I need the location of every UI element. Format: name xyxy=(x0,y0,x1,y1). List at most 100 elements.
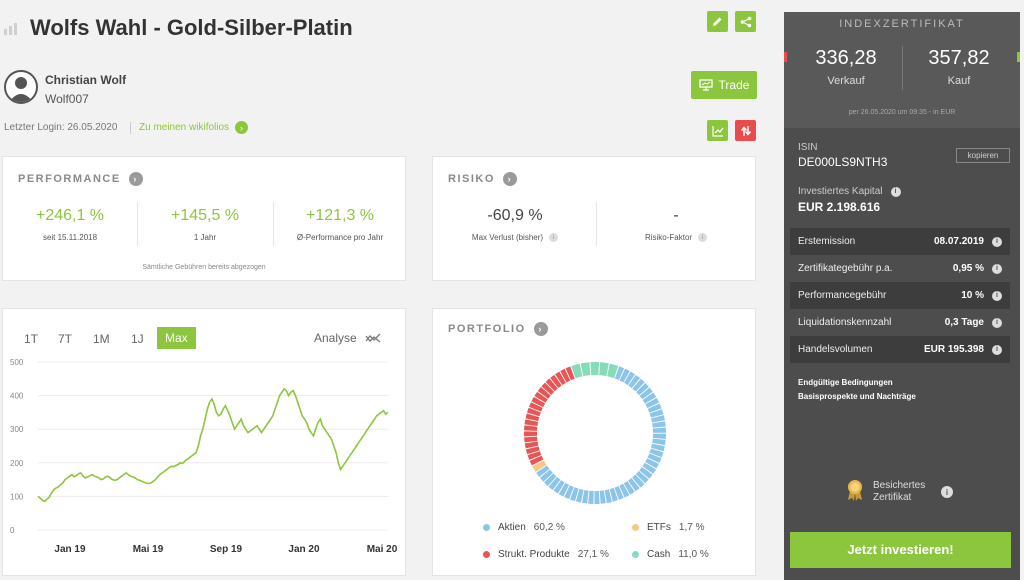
donut-segment[interactable] xyxy=(652,421,666,428)
chevron-right-icon[interactable]: › xyxy=(502,172,517,186)
edit-button[interactable] xyxy=(707,11,728,32)
donut-segment[interactable] xyxy=(628,374,641,389)
donut-segment[interactable] xyxy=(652,433,666,439)
donut-segment[interactable] xyxy=(529,455,544,466)
donut-segment[interactable] xyxy=(632,474,645,488)
donut-segment[interactable] xyxy=(541,382,555,395)
donut-segment[interactable] xyxy=(651,443,665,452)
donut-segment[interactable] xyxy=(614,486,624,500)
terms-link[interactable]: Endgültige Bedingungen xyxy=(798,378,893,387)
chevron-right-icon[interactable]: › xyxy=(533,322,548,336)
donut-segment[interactable] xyxy=(528,402,543,412)
donut-segment[interactable] xyxy=(619,368,630,383)
donut-segment[interactable] xyxy=(647,453,662,463)
wikifolios-link[interactable]: Zu meinen wikifolios › xyxy=(139,121,249,134)
donut-segment[interactable] xyxy=(527,451,542,460)
donut-segment[interactable] xyxy=(564,485,574,500)
info-icon[interactable]: i xyxy=(992,290,1002,301)
info-icon[interactable]: i xyxy=(992,344,1002,355)
donut-segment[interactable] xyxy=(607,363,619,379)
donut-segment[interactable] xyxy=(652,427,666,433)
donut-segment[interactable] xyxy=(652,438,666,446)
info-icon[interactable]: i xyxy=(992,317,1002,328)
copy-button[interactable]: kopieren xyxy=(956,148,1010,163)
donut-segment[interactable] xyxy=(524,419,539,426)
info-icon[interactable]: i xyxy=(992,263,1002,274)
prospectus-link[interactable]: Basisprospekte und Nachträge xyxy=(798,392,916,401)
avatar[interactable] xyxy=(4,70,38,104)
donut-segment[interactable] xyxy=(590,362,600,376)
donut-segment[interactable] xyxy=(531,396,546,408)
donut-segment[interactable] xyxy=(565,366,575,381)
donut-segment[interactable] xyxy=(642,462,656,474)
tab-1j[interactable]: 1J xyxy=(131,332,144,346)
donut-segment[interactable] xyxy=(645,458,659,469)
donut-segment[interactable] xyxy=(532,460,547,472)
donut-segment[interactable] xyxy=(594,490,600,504)
donut-segment[interactable] xyxy=(524,425,538,431)
donut-segment[interactable] xyxy=(647,403,662,413)
donut-segment[interactable] xyxy=(639,466,653,479)
portfolio-donut[interactable] xyxy=(522,360,668,506)
info-icon[interactable]: i xyxy=(549,233,559,243)
donut-segment[interactable] xyxy=(534,391,548,403)
trader-name[interactable]: Christian Wolf xyxy=(45,73,127,87)
donut-segment[interactable] xyxy=(525,446,540,455)
donut-segment[interactable] xyxy=(524,441,539,449)
donut-segment[interactable] xyxy=(575,488,584,503)
share-button[interactable] xyxy=(735,11,756,32)
donut-segment[interactable] xyxy=(619,483,630,498)
donut-segment[interactable] xyxy=(553,480,565,494)
donut-segment[interactable] xyxy=(604,489,612,504)
donut-segment[interactable] xyxy=(569,487,579,502)
donut-segment[interactable] xyxy=(580,362,591,377)
donut-segment[interactable] xyxy=(581,490,589,504)
donut-segment[interactable] xyxy=(558,482,570,497)
info-icon[interactable]: i xyxy=(698,233,708,243)
donut-segment[interactable] xyxy=(588,490,594,504)
donut-segment[interactable] xyxy=(571,363,583,379)
donut-segment[interactable] xyxy=(635,470,649,484)
donut-segment[interactable] xyxy=(548,476,561,491)
donut-segment[interactable] xyxy=(614,366,625,381)
donut-segment[interactable] xyxy=(545,378,558,392)
tab-1t[interactable]: 1T xyxy=(24,332,39,346)
donut-segment[interactable] xyxy=(632,378,645,392)
info-icon[interactable]: i xyxy=(941,486,953,498)
donut-segment[interactable] xyxy=(649,448,664,458)
trade-button[interactable]: Trade xyxy=(691,71,757,99)
chart-trend-button[interactable] xyxy=(707,120,728,141)
donut-segment[interactable] xyxy=(642,392,657,404)
chevron-right-icon[interactable]: › xyxy=(128,172,143,186)
tab-7t[interactable]: 7T xyxy=(58,332,73,346)
donut-segment[interactable] xyxy=(527,407,541,417)
donut-segment[interactable] xyxy=(636,382,649,396)
donut-segment[interactable] xyxy=(544,473,557,487)
donut-segment[interactable] xyxy=(525,413,540,422)
info-icon[interactable]: i xyxy=(890,186,901,197)
info-icon[interactable]: i xyxy=(992,236,1002,247)
donut-segment[interactable] xyxy=(524,431,538,437)
donut-segment[interactable] xyxy=(539,469,553,482)
invest-button[interactable]: Jetzt investieren! xyxy=(790,532,1011,568)
donut-segment[interactable] xyxy=(609,487,618,502)
donut-segment[interactable] xyxy=(599,362,609,377)
donut-segment[interactable] xyxy=(550,374,562,388)
donut-segment[interactable] xyxy=(651,415,665,423)
donut-segment[interactable] xyxy=(599,490,606,504)
donut-segment[interactable] xyxy=(628,478,640,492)
donut-segment[interactable] xyxy=(536,465,550,478)
donut-segment[interactable] xyxy=(639,387,653,400)
donut-segment[interactable] xyxy=(560,368,571,383)
tab-1m[interactable]: 1M xyxy=(93,332,110,346)
donut-segment[interactable] xyxy=(645,397,660,409)
donut-segment[interactable] xyxy=(649,409,664,418)
compare-button[interactable] xyxy=(735,120,756,141)
tab-max[interactable]: Max xyxy=(157,327,196,349)
donut-segment[interactable] xyxy=(624,371,636,386)
donut-segment[interactable] xyxy=(623,481,635,495)
donut-segment[interactable] xyxy=(537,387,551,399)
donut-segment[interactable] xyxy=(555,371,566,386)
analyse-button[interactable]: Analyse xyxy=(314,331,381,345)
donut-segment[interactable] xyxy=(524,436,538,443)
